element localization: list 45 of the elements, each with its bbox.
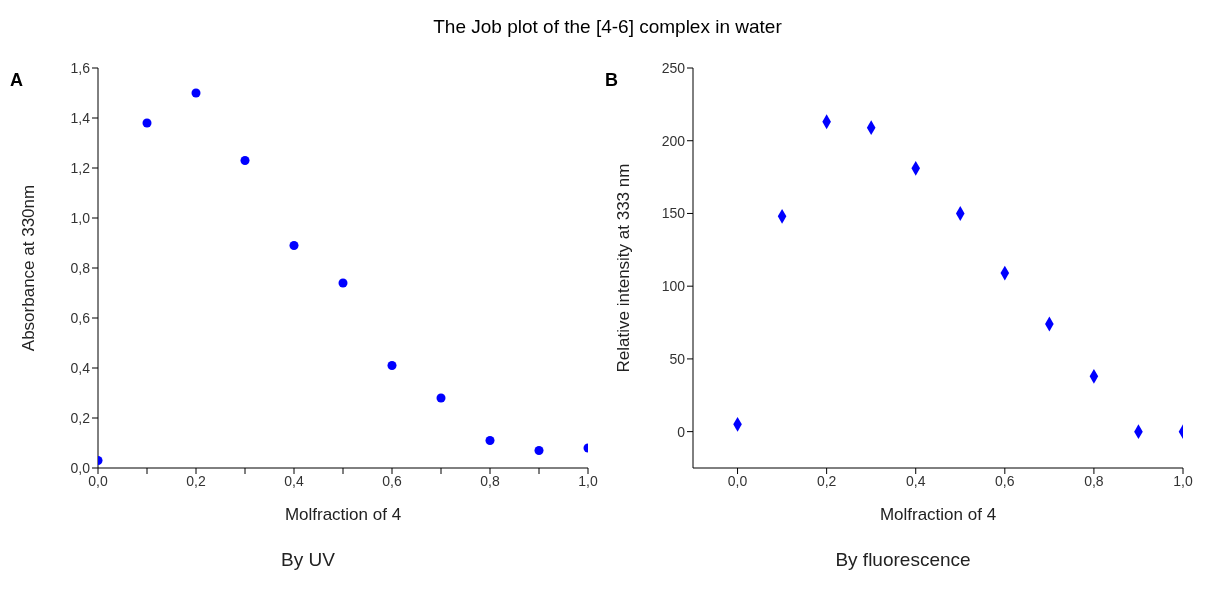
y-tick-label: 200 — [661, 132, 686, 149]
y-tick-label: 0,4 — [70, 359, 91, 376]
x-tick-label: 1,0 — [578, 472, 598, 489]
x-tick-label: 0,0 — [727, 472, 748, 489]
text: By UV — [280, 548, 336, 572]
point — [436, 393, 446, 403]
y-tick-label: 0,2 — [70, 409, 91, 426]
y-tick-label: 0,0 — [70, 459, 91, 476]
x-tick-label: 0,4 — [905, 472, 926, 489]
y-tick-label: 1,0 — [70, 209, 91, 226]
text: A — [10, 70, 23, 91]
y-tick-label: 50 — [669, 350, 686, 367]
x-tick-label: 0,6 — [382, 472, 402, 489]
point — [289, 240, 299, 251]
y-tick-label: 1,4 — [70, 109, 91, 126]
x-tick-label: 0,0 — [88, 472, 108, 489]
y-tick-label: 1,2 — [70, 159, 91, 176]
x-tick-label: 0,6 — [995, 472, 1015, 489]
y-axis-title: Relative intensity at 333 nm — [614, 163, 634, 373]
y-tick-label: 250 — [661, 59, 686, 76]
x-axis-title: Molfraction of 4 — [879, 505, 997, 524]
y-tick-label: 0,8 — [70, 259, 91, 276]
y-tick-label: 1,6 — [70, 59, 91, 76]
point — [387, 360, 397, 371]
x-tick-label: 0,2 — [816, 472, 837, 489]
point — [142, 118, 152, 128]
y-tick-label: 100 — [661, 278, 686, 295]
x-tick-label: 1,0 — [1173, 472, 1193, 489]
point — [191, 88, 201, 98]
point — [240, 155, 250, 166]
y-tick-label: 0 — [677, 423, 686, 440]
chart-title: The Job plot of the [4-6] complex in water — [432, 16, 783, 38]
point — [534, 445, 544, 456]
text: B — [605, 70, 618, 91]
x-axis-title: Molfraction of 4 — [284, 505, 402, 524]
x-tick-label: 0,8 — [1084, 472, 1104, 489]
y-tick-label: 0,6 — [70, 309, 91, 326]
text: By fluorescence — [834, 548, 972, 572]
x-tick-label: 0,4 — [284, 472, 304, 489]
x-tick-label: 0,2 — [186, 472, 206, 489]
point — [485, 435, 495, 446]
point — [338, 278, 348, 288]
x-tick-label: 0,8 — [480, 472, 500, 489]
y-tick-label: 150 — [661, 205, 686, 222]
y-axis-title: Absorbance at 330nm — [19, 184, 39, 352]
